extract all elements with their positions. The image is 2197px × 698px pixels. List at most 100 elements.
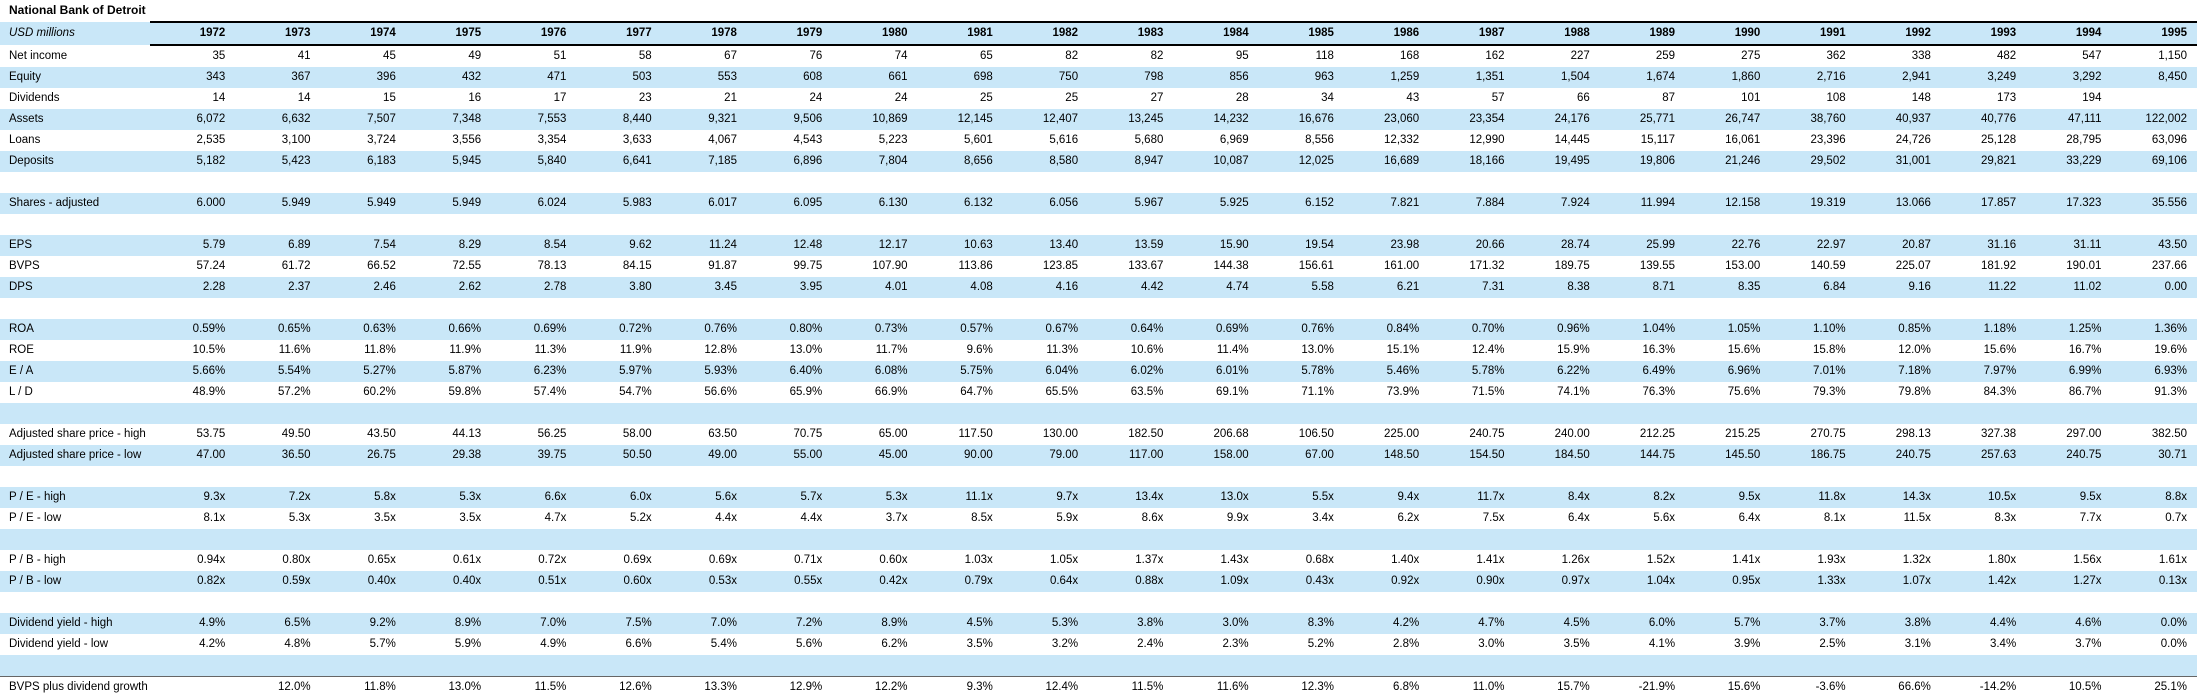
year-header: 1995 — [2111, 21, 2197, 46]
cell — [2026, 214, 2111, 235]
cell: 84.3% — [1983, 386, 2017, 398]
cell: 33,229 — [2066, 155, 2102, 167]
cell: 23.98 — [1390, 239, 1420, 251]
cell: 130.00 — [1042, 428, 1079, 440]
cell: 1.18% — [1983, 323, 2017, 335]
cell — [747, 466, 832, 487]
cell: 9.5x — [1738, 491, 1761, 503]
cell — [1856, 403, 1941, 424]
cell — [1770, 592, 1855, 613]
cell: 10.5% — [192, 344, 226, 356]
cell: 28 — [1235, 92, 1249, 104]
cell: 4.2% — [199, 638, 226, 650]
row-label: Shares - adjusted — [9, 197, 100, 209]
cell: 5.5x — [1312, 491, 1334, 503]
cell: 3.8% — [1137, 617, 1164, 629]
cell: 5,680 — [1134, 134, 1164, 146]
row-label: Assets — [9, 113, 44, 125]
cell: 99.75 — [793, 260, 823, 272]
cell — [2026, 403, 2111, 424]
cell — [576, 172, 661, 193]
cell: 48.9% — [192, 386, 226, 398]
cell — [2026, 592, 2111, 613]
cell — [321, 214, 406, 235]
cell: 6.056 — [1049, 197, 1079, 209]
cell: 71.5% — [1471, 386, 1505, 398]
cell: 11.6% — [1173, 675, 1259, 698]
cell: 3.8% — [1904, 617, 1931, 629]
cell: 113.86 — [958, 260, 993, 272]
cell — [576, 403, 661, 424]
cell: 73.9% — [1386, 386, 1420, 398]
cell — [1088, 655, 1173, 676]
cell: 240.75 — [1469, 428, 1505, 440]
cell: 9.5x — [2079, 491, 2102, 503]
cell: 5.79 — [202, 239, 226, 251]
cell — [1600, 592, 1685, 613]
cell — [406, 529, 491, 550]
cell: 257.63 — [1981, 449, 2017, 461]
cell: 145.50 — [1725, 449, 1761, 461]
cell: 3.1% — [1904, 638, 1931, 650]
cell: 3,556 — [452, 134, 482, 146]
cell: 0.88x — [1135, 575, 1164, 587]
cell: 5.66% — [192, 365, 226, 377]
cell: 6.4x — [1738, 512, 1761, 524]
cell: 47,111 — [2068, 113, 2102, 125]
cell: 4.08 — [970, 281, 993, 293]
cell: 0.94x — [197, 554, 226, 566]
cell: 4.2% — [1393, 617, 1420, 629]
cell: 0.71x — [794, 554, 823, 566]
cell: 19.6% — [2154, 344, 2187, 356]
cell: 49 — [468, 50, 482, 62]
cell: 6.2% — [881, 638, 908, 650]
cell: 11.0% — [1429, 675, 1515, 698]
cell: 5.7% — [1734, 617, 1761, 629]
cell: 8.9% — [881, 617, 908, 629]
cell: 4.5% — [1563, 617, 1590, 629]
cell: 1.37x — [1135, 554, 1164, 566]
cell: 5.925 — [1219, 197, 1249, 209]
cell: 7.884 — [1475, 197, 1505, 209]
cell — [1685, 529, 1770, 550]
cell — [1344, 529, 1429, 550]
cell: 1.40x — [1391, 554, 1420, 566]
cell: 7.5% — [625, 617, 652, 629]
cell: 107.90 — [872, 260, 908, 272]
cell: 1,150 — [2158, 50, 2187, 62]
cell: 12.3% — [1258, 675, 1344, 698]
cell: 29.38 — [452, 449, 482, 461]
cell: 86.7% — [2068, 386, 2102, 398]
cell: 16.7% — [2068, 344, 2102, 356]
cell: 2.4% — [1137, 638, 1164, 650]
cell: 8.8x — [2165, 491, 2187, 503]
cell: 74.1% — [1557, 386, 1590, 398]
year-header: 1982 — [1002, 21, 1089, 46]
cell: 91.87 — [708, 260, 737, 272]
cell — [1429, 466, 1514, 487]
cell: 11.5x — [1903, 512, 1931, 524]
cell — [491, 466, 576, 487]
cell — [1344, 403, 1429, 424]
cell: 10,869 — [872, 113, 908, 125]
cell: 3,354 — [537, 134, 567, 146]
cell — [1173, 655, 1258, 676]
cell: 35.556 — [2151, 197, 2187, 209]
cell — [235, 592, 320, 613]
cell — [1173, 403, 1258, 424]
cell — [918, 592, 1003, 613]
cell: 12.4% — [1471, 344, 1505, 356]
cell: 362 — [1826, 50, 1846, 62]
cell — [918, 466, 1003, 487]
cell: 0.0% — [2160, 617, 2187, 629]
cell: 2,941 — [1902, 71, 1931, 83]
row-label: P / E - low — [9, 512, 62, 524]
cell — [150, 298, 235, 319]
cell — [150, 172, 235, 193]
cell: 90.00 — [964, 449, 993, 461]
cell: 13.3% — [661, 675, 747, 698]
cell: 856 — [1229, 71, 1249, 83]
cell: 5.75% — [960, 365, 993, 377]
cell — [2111, 214, 2197, 235]
cell — [491, 403, 576, 424]
